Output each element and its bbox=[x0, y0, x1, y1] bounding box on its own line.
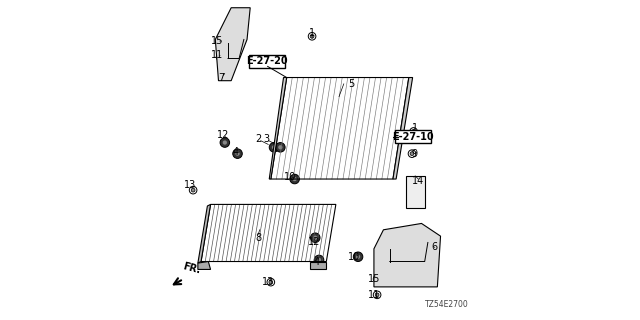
Text: 9: 9 bbox=[411, 149, 417, 159]
Circle shape bbox=[220, 39, 223, 43]
Text: 7: 7 bbox=[218, 73, 225, 83]
Text: TZ54E2700: TZ54E2700 bbox=[426, 300, 469, 309]
Circle shape bbox=[310, 34, 314, 38]
Text: E-27-20: E-27-20 bbox=[246, 56, 288, 66]
Text: 15: 15 bbox=[211, 36, 223, 46]
Polygon shape bbox=[198, 204, 211, 263]
Text: E-27-10: E-27-10 bbox=[392, 132, 434, 141]
Polygon shape bbox=[374, 223, 440, 287]
Circle shape bbox=[290, 174, 300, 184]
Circle shape bbox=[310, 233, 320, 243]
Circle shape bbox=[313, 236, 317, 240]
Circle shape bbox=[236, 151, 239, 156]
Text: 13: 13 bbox=[184, 180, 196, 190]
Text: 3: 3 bbox=[263, 134, 269, 144]
Circle shape bbox=[317, 258, 321, 262]
Text: 14: 14 bbox=[412, 176, 424, 186]
Text: 5: 5 bbox=[349, 79, 355, 89]
Circle shape bbox=[356, 255, 360, 259]
Circle shape bbox=[314, 255, 324, 265]
Circle shape bbox=[191, 188, 195, 192]
Text: 8: 8 bbox=[255, 233, 261, 243]
Text: 11: 11 bbox=[211, 50, 223, 60]
Circle shape bbox=[220, 138, 230, 147]
Text: 12: 12 bbox=[217, 130, 229, 140]
Circle shape bbox=[292, 177, 297, 181]
Polygon shape bbox=[269, 77, 287, 179]
Text: 10: 10 bbox=[348, 252, 360, 262]
Circle shape bbox=[272, 145, 276, 149]
Circle shape bbox=[353, 252, 363, 261]
Circle shape bbox=[269, 280, 273, 284]
Text: 12: 12 bbox=[307, 237, 320, 247]
Polygon shape bbox=[198, 261, 211, 269]
Text: 1: 1 bbox=[412, 123, 418, 133]
Polygon shape bbox=[393, 77, 413, 179]
Circle shape bbox=[410, 152, 414, 156]
Polygon shape bbox=[215, 8, 250, 81]
Polygon shape bbox=[310, 261, 326, 269]
Circle shape bbox=[276, 142, 285, 152]
Text: FR.: FR. bbox=[182, 261, 202, 276]
Text: 6: 6 bbox=[432, 242, 438, 252]
FancyBboxPatch shape bbox=[248, 55, 285, 68]
Circle shape bbox=[278, 145, 282, 149]
Circle shape bbox=[223, 140, 227, 145]
Text: 1: 1 bbox=[309, 28, 315, 38]
Circle shape bbox=[412, 130, 415, 133]
Text: 2: 2 bbox=[255, 134, 261, 144]
Circle shape bbox=[375, 277, 379, 281]
Text: 13: 13 bbox=[262, 277, 274, 287]
Text: 4: 4 bbox=[233, 147, 239, 157]
Bar bbox=[406, 176, 425, 208]
Text: 11: 11 bbox=[369, 290, 381, 300]
Text: 15: 15 bbox=[369, 274, 381, 284]
Text: 4: 4 bbox=[314, 257, 320, 267]
Circle shape bbox=[269, 142, 279, 152]
Circle shape bbox=[233, 149, 243, 158]
Circle shape bbox=[432, 245, 436, 249]
Text: 10: 10 bbox=[284, 172, 296, 182]
Circle shape bbox=[375, 293, 379, 297]
FancyBboxPatch shape bbox=[394, 130, 431, 143]
Circle shape bbox=[218, 55, 222, 59]
